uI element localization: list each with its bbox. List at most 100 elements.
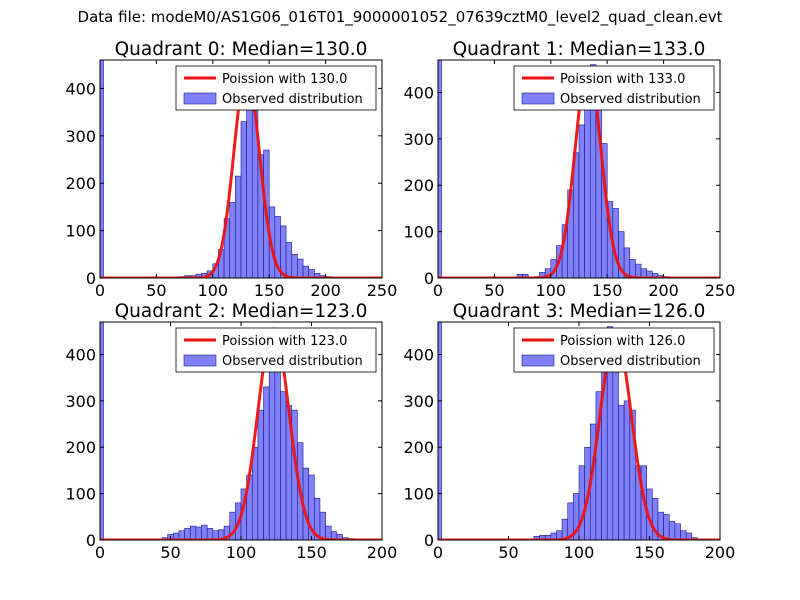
chart-panel-2: 0 50 100 150 200 0 100 200 300 400 Quadrant 2: Med… — [65, 301, 397, 562]
figure-suptitle: Data file: modeM0/AS1G06_016T01_90000010… — [77, 8, 723, 26]
x-tick-label: 250 — [705, 281, 736, 300]
x-tick-label: 0 — [433, 543, 443, 562]
x-tick-label: 50 — [160, 543, 180, 562]
x-tick-label: 50 — [484, 281, 504, 300]
histogram-edge-bar — [100, 60, 104, 278]
y-tick-label: 0 — [86, 269, 96, 288]
histogram-bar — [623, 400, 631, 540]
histogram-edge-bar — [100, 322, 104, 540]
legend-line-label: Poission with 123.0 — [222, 334, 347, 349]
y-tick-label: 100 — [403, 485, 434, 504]
legend-bar-swatch — [183, 92, 217, 105]
chart-title: Quadrant 2: Median=123.0 — [115, 301, 368, 322]
y-tick-label: 300 — [403, 392, 434, 411]
histogram-bar — [522, 273, 529, 278]
histogram-bar — [302, 265, 309, 278]
histogram-bar — [674, 523, 681, 540]
histogram-bar — [229, 201, 236, 278]
y-tick-label: 100 — [403, 223, 434, 242]
y-tick-label: 0 — [424, 269, 434, 288]
plot-area — [438, 60, 720, 278]
legend-line-label: Poission with 133.0 — [560, 72, 685, 87]
legend-bar-swatch — [183, 354, 217, 367]
x-tick-label: 200 — [310, 281, 341, 300]
y-tick-label: 0 — [424, 531, 434, 550]
histogram-bar — [297, 258, 304, 278]
y-tick-label: 400 — [403, 345, 434, 364]
y-tick-label: 200 — [65, 438, 96, 457]
x-tick-label: 50 — [498, 543, 518, 562]
legend-bar-label: Observed distribution — [222, 354, 363, 369]
legend-line-label: Poission with 130.0 — [222, 72, 347, 87]
chart-panel-3: 0 50 100 150 200 0 100 200 300 400 Quadrant 3: Med… — [403, 301, 735, 562]
y-tick-label: 400 — [65, 79, 96, 98]
histogram-bar — [235, 175, 242, 278]
y-tick-label: 0 — [86, 531, 96, 550]
histogram-bar — [280, 391, 287, 540]
x-tick-label: 200 — [648, 281, 679, 300]
x-tick-label: 150 — [592, 281, 623, 300]
legend-bar-label: Observed distribution — [560, 354, 701, 369]
x-tick-label: 100 — [564, 543, 595, 562]
histogram-bar — [319, 511, 326, 540]
histogram-bar — [612, 363, 619, 540]
legend: Poission with 123.0 Observed distribution — [175, 327, 377, 373]
x-tick-label: 200 — [367, 543, 398, 562]
chart-title: Quadrant 1: Median=133.0 — [453, 39, 706, 60]
histogram-edge-bar — [438, 322, 442, 540]
histogram-bar — [584, 92, 591, 278]
x-tick-label: 0 — [433, 281, 443, 300]
plot-area — [438, 322, 720, 540]
x-tick-label: 200 — [705, 543, 736, 562]
histogram-bar — [629, 259, 636, 278]
histogram-bar — [618, 405, 625, 540]
y-tick-label: 400 — [403, 83, 434, 102]
histogram-bar — [668, 521, 676, 540]
legend: Poission with 133.0 Observed distribution — [513, 65, 715, 111]
chart-title: Quadrant 3: Median=126.0 — [453, 301, 706, 322]
legend: Poission with 126.0 Observed distribution — [513, 327, 715, 373]
histogram-bar — [206, 528, 214, 540]
x-tick-label: 150 — [296, 543, 327, 562]
histogram-bar — [285, 242, 293, 278]
legend-bar-label: Observed distribution — [222, 92, 363, 107]
y-tick-label: 200 — [65, 174, 96, 193]
y-tick-label: 400 — [65, 345, 96, 364]
histogram-bar — [240, 121, 247, 278]
histogram-bar — [274, 363, 281, 540]
histogram-bar — [251, 446, 259, 540]
histogram-edge-bar — [438, 60, 442, 278]
x-tick-label: 250 — [367, 281, 398, 300]
y-tick-label: 100 — [65, 485, 96, 504]
x-tick-label: 100 — [198, 281, 229, 300]
chart-panel-1: 0 50 100 150 200 250 0 100 200 300 400 Quadrant 1: … — [403, 39, 735, 300]
legend-line-label: Poission with 126.0 — [560, 334, 685, 349]
y-tick-label: 200 — [403, 438, 434, 457]
histogram-bar — [184, 528, 191, 540]
histogram-bar — [663, 514, 670, 540]
legend-bar-swatch — [521, 354, 555, 367]
chart-panel-0: 0 50 100 150 200 250 0 100 200 300 400 Quadrant 0: … — [65, 39, 397, 300]
legend: Poission with 130.0 Observed distribution — [175, 65, 377, 111]
histogram-bar — [263, 386, 270, 540]
histogram-bar — [195, 526, 202, 540]
y-tick-label: 300 — [65, 127, 96, 146]
legend-bar-swatch — [521, 92, 555, 105]
x-tick-label: 50 — [146, 281, 166, 300]
y-tick-label: 300 — [65, 392, 96, 411]
x-tick-label: 100 — [536, 281, 567, 300]
poisson-fit-line — [438, 65, 720, 278]
histogram-bar — [291, 254, 298, 278]
chart-title: Quadrant 0: Median=130.0 — [115, 39, 368, 60]
y-tick-label: 300 — [403, 130, 434, 149]
y-tick-label: 100 — [65, 222, 96, 241]
histogram-bar — [201, 524, 208, 540]
legend-bar-label: Observed distribution — [560, 92, 701, 107]
x-tick-label: 0 — [95, 543, 105, 562]
x-tick-label: 150 — [634, 543, 665, 562]
x-tick-label: 0 — [95, 281, 105, 300]
histogram-bar — [578, 465, 585, 540]
histogram-bar — [257, 409, 264, 540]
x-tick-label: 150 — [254, 281, 285, 300]
